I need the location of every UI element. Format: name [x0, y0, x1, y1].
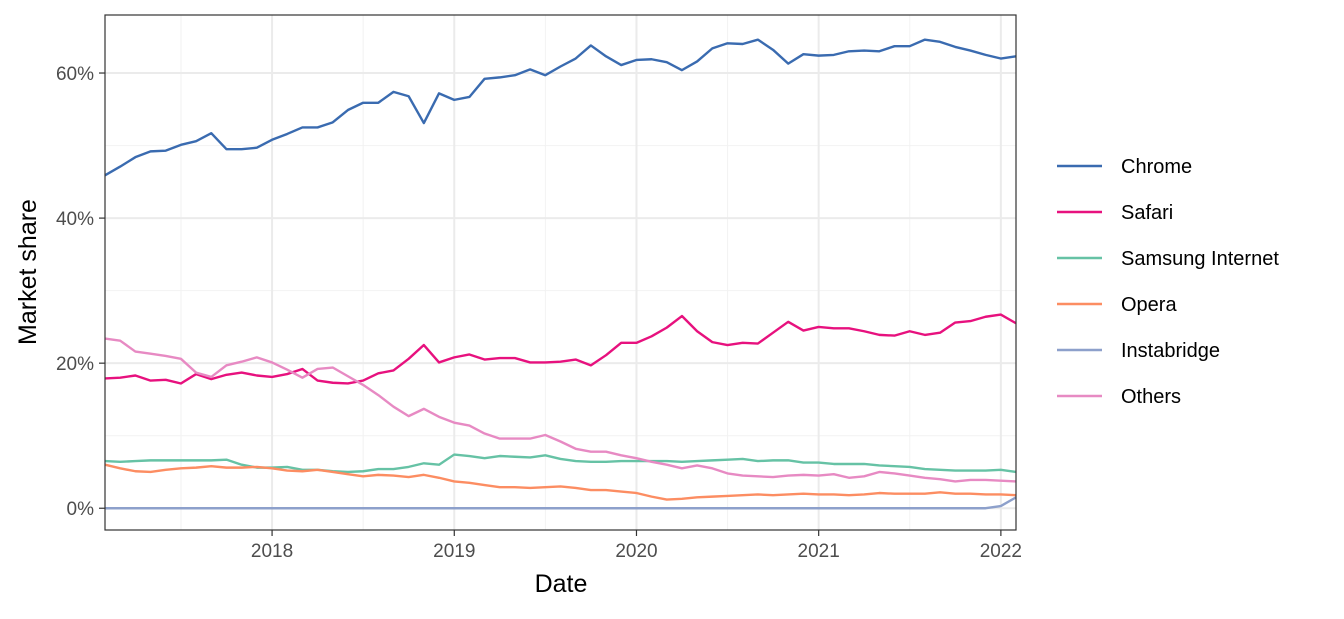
legend-item-safari: Safari [1057, 202, 1173, 224]
legend-label: Chrome [1121, 156, 1192, 178]
legend-label: Opera [1121, 294, 1177, 316]
legend-item-instabridge: Instabridge [1057, 340, 1220, 362]
y-tick-label: 0% [67, 499, 95, 520]
legend-label: Safari [1121, 202, 1173, 224]
x-tick-label: 2018 [251, 541, 293, 562]
legend: Chrome Safari Samsung Internet Opera Instabr… [1057, 156, 1279, 408]
legend-item-opera: Opera [1057, 294, 1177, 316]
series-lines [104, 38, 1017, 510]
legend-item-others: Others [1057, 386, 1181, 408]
plot-panel-border [104, 14, 1017, 531]
y-tick-label: 20% [56, 354, 94, 375]
x-tick-label: 2022 [980, 541, 1022, 562]
legend-item-samsung-internet: Samsung Internet [1057, 248, 1279, 270]
x-axis: 2018 2019 2020 2021 2022 [251, 530, 1022, 562]
legend-label: Others [1121, 386, 1181, 408]
legend-item-chrome: Chrome [1057, 156, 1192, 178]
series-line-safari [104, 313, 1017, 385]
y-tick-label: 60% [56, 64, 94, 85]
series-line-instabridge [105, 496, 1017, 510]
series-line-chrome [104, 38, 1017, 177]
series-line-others [104, 337, 1017, 483]
series-line-opera [104, 463, 1017, 501]
y-axis-title: Market share [14, 199, 42, 345]
x-axis-title: Date [535, 570, 588, 598]
legend-label: Samsung Internet [1121, 248, 1279, 270]
minor-gridlines [105, 15, 1016, 530]
y-axis: 0% 20% 40% 60% [56, 64, 105, 520]
y-tick-label: 40% [56, 209, 94, 230]
x-tick-label: 2020 [615, 541, 657, 562]
x-tick-label: 2021 [798, 541, 840, 562]
x-tick-label: 2019 [433, 541, 475, 562]
legend-label: Instabridge [1121, 340, 1220, 362]
